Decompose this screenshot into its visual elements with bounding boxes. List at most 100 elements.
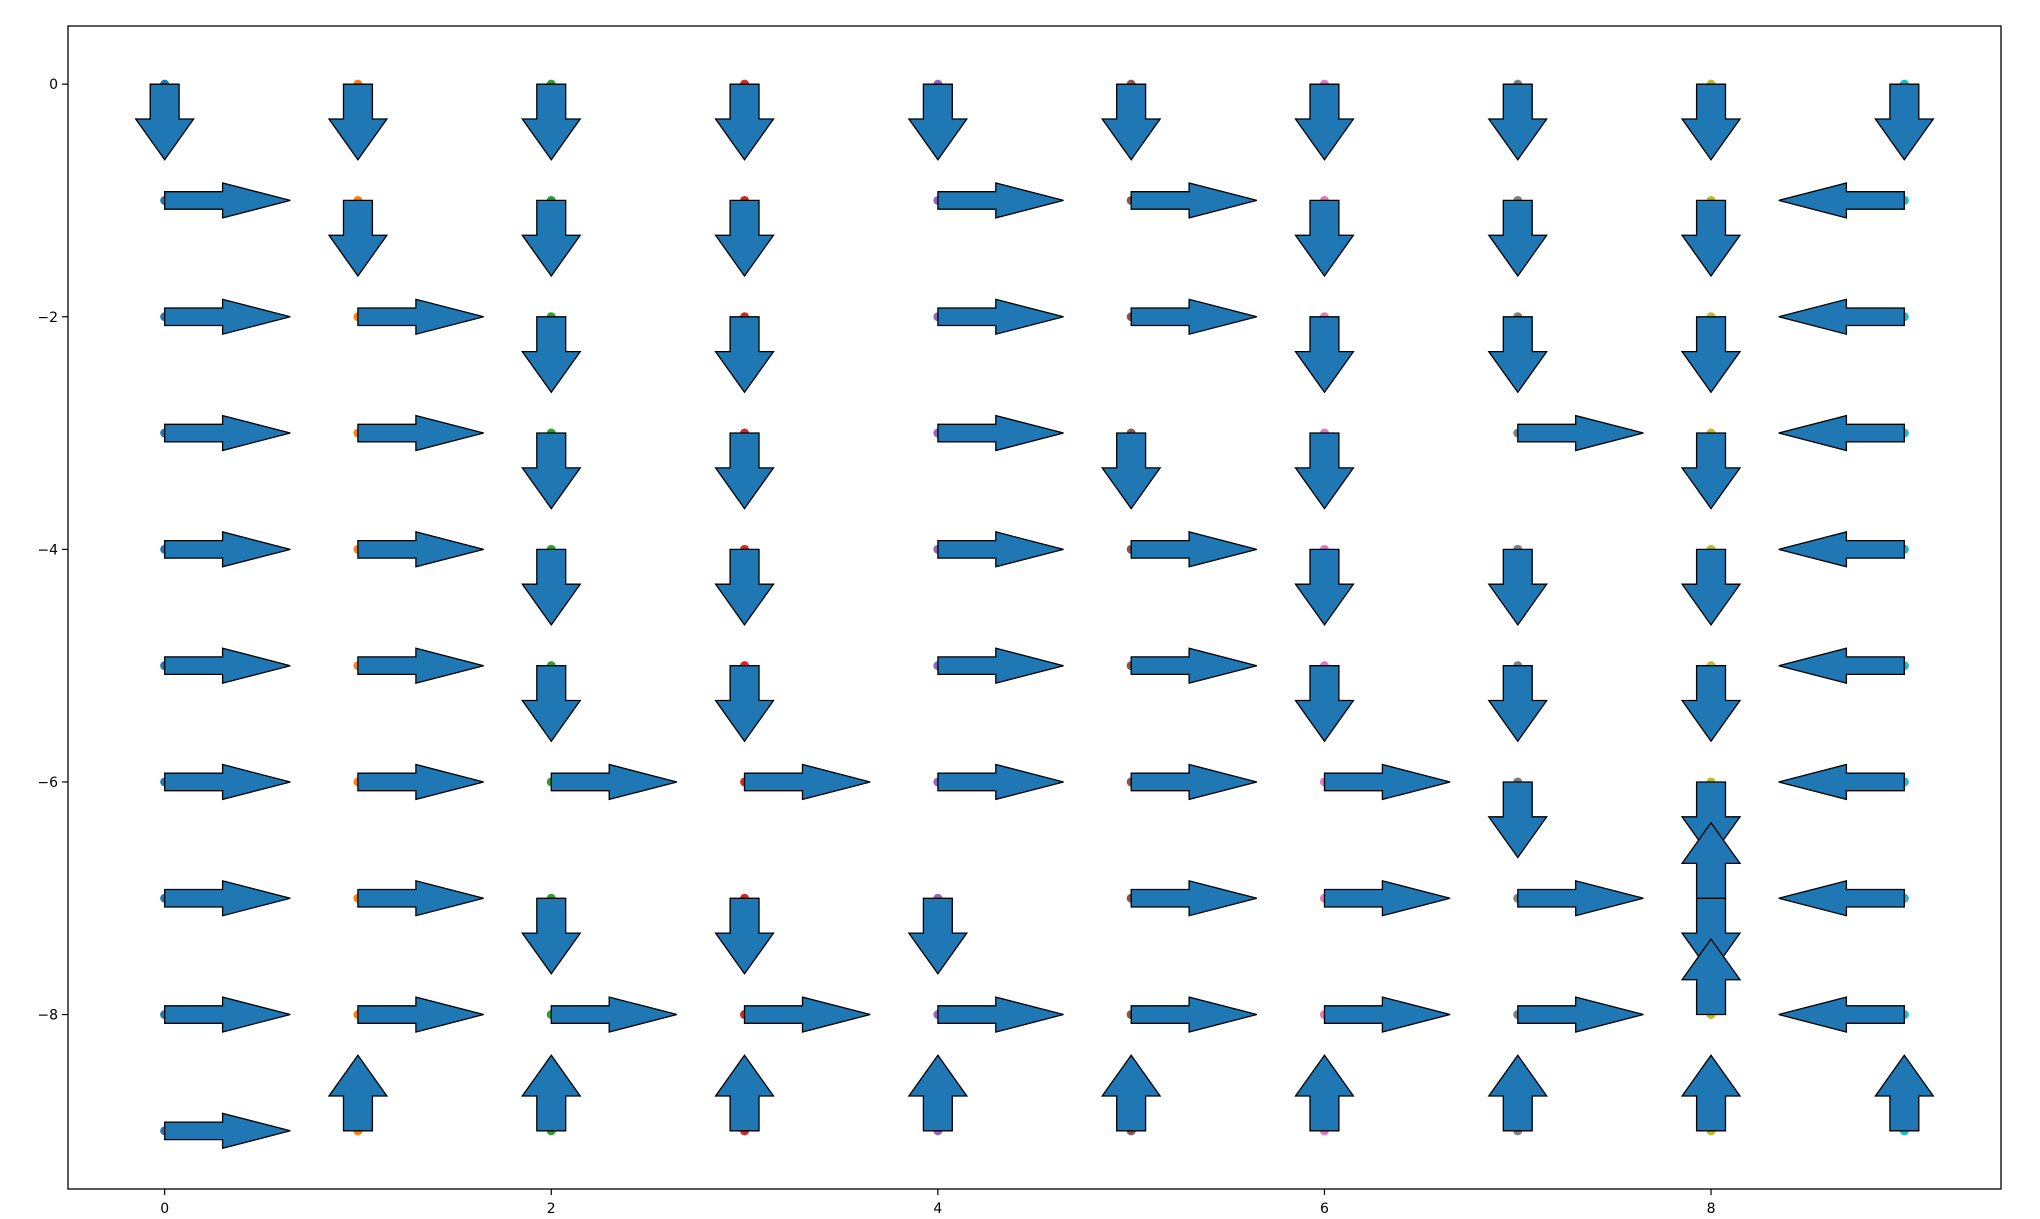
arrow-down (521, 548, 582, 627)
arrow-right (357, 298, 484, 336)
arrow-right (357, 763, 484, 801)
arrow-down (521, 665, 582, 743)
arrow-up (1680, 937, 1742, 1016)
arrow-right (743, 763, 871, 801)
arrow-right (937, 414, 1064, 452)
arrow-left (1778, 996, 1905, 1033)
arrow-down (1680, 665, 1742, 743)
arrow-down (1294, 432, 1355, 510)
x-tick-label: 6 (1320, 1201, 1329, 1217)
arrow-down (1487, 83, 1548, 161)
arrow-right (164, 531, 291, 568)
arrow-series (134, 83, 1935, 1150)
arrow-right (550, 996, 678, 1033)
y-tick-label: −6 (37, 775, 58, 791)
arrow-right (1130, 879, 1257, 917)
x-tick-label: 4 (933, 1201, 942, 1217)
arrow-left (1778, 879, 1905, 917)
arrow-down (1680, 199, 1742, 278)
arrow-up (1874, 1054, 1935, 1132)
y-tick-label: −8 (37, 1008, 58, 1024)
arrow-down (1294, 199, 1355, 278)
arrow-down (1294, 83, 1355, 161)
arrow-left (1778, 531, 1905, 568)
arrow-down (1680, 897, 1742, 975)
arrow-right (164, 996, 291, 1033)
y-tick-label: 0 (49, 77, 58, 93)
arrow-right (1130, 298, 1257, 336)
arrow-right (1130, 763, 1257, 801)
arrow-right (164, 298, 291, 336)
arrow-right (164, 1112, 291, 1150)
arrow-down (1680, 432, 1742, 510)
arrow-down (1680, 83, 1742, 161)
arrow-down (521, 83, 582, 161)
arrow-down (714, 897, 775, 975)
arrow-right (357, 531, 484, 568)
arrow-right (1517, 996, 1644, 1033)
arrow-down (1680, 548, 1742, 627)
arrow-down (1294, 665, 1355, 743)
y-tick-label: −4 (37, 542, 58, 558)
arrow-left (1778, 182, 1905, 219)
arrow-right (1517, 414, 1644, 452)
x-tick-label: 8 (1707, 1201, 1716, 1217)
arrow-right (1130, 647, 1257, 684)
arrow-up (1680, 1054, 1742, 1132)
arrow-down (1487, 316, 1548, 394)
arrow-down (714, 432, 775, 510)
arrow-down (521, 432, 582, 510)
arrow-right (1130, 531, 1257, 568)
x-tick-label: 0 (160, 1201, 169, 1217)
arrow-right (937, 298, 1064, 336)
arrow-down (1487, 548, 1548, 627)
arrow-left (1778, 763, 1905, 801)
y-tick-label: −2 (37, 310, 58, 326)
axis-ticks: 0 2 4 6 8 0 −2 −4 −6 −8 (37, 77, 1715, 1217)
point-markers (160, 79, 1909, 1136)
arrow-up (1294, 1054, 1355, 1132)
arrow-right (1323, 763, 1451, 801)
arrow-right (743, 996, 871, 1033)
arrow-down (521, 897, 582, 975)
arrow-down (327, 199, 389, 278)
arrow-right (937, 647, 1064, 684)
arrow-right (1323, 879, 1451, 917)
arrow-down (714, 199, 775, 278)
arrow-left (1778, 414, 1905, 452)
arrow-right (1517, 879, 1644, 917)
arrow-right (1323, 996, 1451, 1033)
arrow-right (357, 414, 484, 452)
arrow-up (1100, 1054, 1162, 1132)
arrow-down (1487, 781, 1548, 859)
arrow-right (937, 531, 1064, 568)
arrow-down (1874, 83, 1935, 161)
arrow-right (164, 879, 291, 917)
arrow-down (521, 199, 582, 278)
arrow-right (357, 647, 484, 684)
arrow-up (327, 1054, 389, 1132)
arrow-up (521, 1054, 582, 1132)
arrow-down (714, 316, 775, 394)
arrow-down (521, 316, 582, 394)
arrow-left (1778, 647, 1905, 684)
arrow-right (164, 182, 291, 219)
arrow-down (134, 83, 195, 161)
arrow-right (357, 996, 484, 1033)
arrow-down (1294, 548, 1355, 627)
arrow-right (550, 763, 678, 801)
arrow-right (164, 647, 291, 684)
arrow-down (327, 83, 389, 161)
arrow-down (1100, 83, 1162, 161)
arrow-up (907, 1054, 969, 1132)
arrow-down (907, 897, 969, 975)
arrow-up (1487, 1054, 1548, 1132)
arrow-up (714, 1054, 775, 1132)
arrow-right (164, 414, 291, 452)
arrow-right (1130, 996, 1257, 1033)
arrow-down (1100, 432, 1162, 510)
arrow-down (907, 83, 969, 161)
arrow-down (1487, 199, 1548, 278)
x-tick-label: 2 (547, 1201, 556, 1217)
arrow-down (714, 83, 775, 161)
